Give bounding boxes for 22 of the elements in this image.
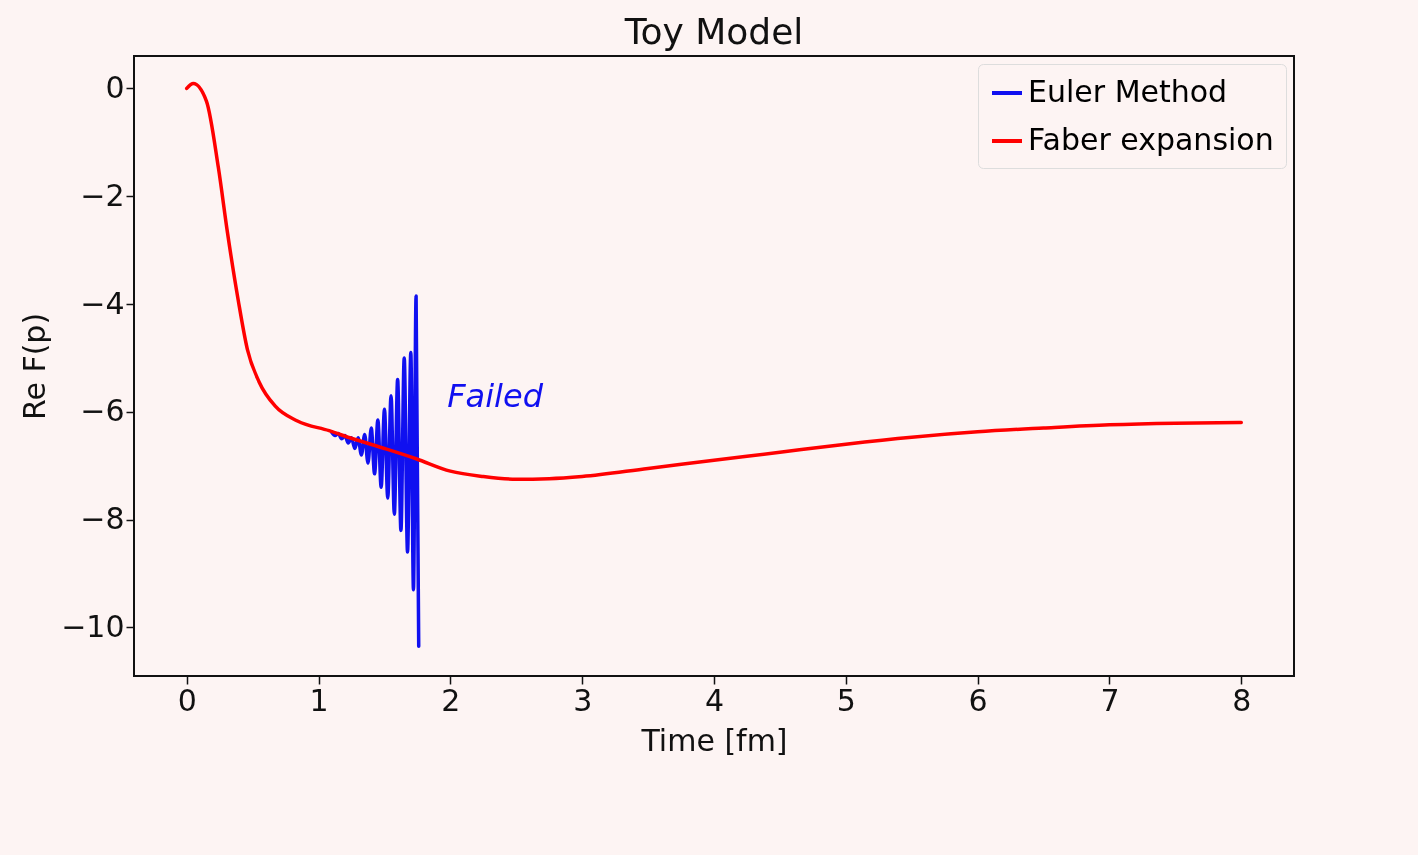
y-tick-label: −4 bbox=[80, 285, 125, 321]
x-tick-label: 8 bbox=[1232, 682, 1252, 718]
x-tick-label: 3 bbox=[573, 682, 593, 718]
y-tick-label: −8 bbox=[80, 501, 125, 537]
y-tick-label: −6 bbox=[80, 393, 125, 429]
x-tick-label: 5 bbox=[836, 682, 856, 718]
x-tick-label: 4 bbox=[704, 682, 725, 718]
y-axis-title: Re F(p) bbox=[17, 312, 53, 421]
x-tick-label: 7 bbox=[1100, 682, 1120, 718]
x-tick-label: 6 bbox=[968, 682, 988, 718]
x-axis-title: Time [fm] bbox=[640, 722, 788, 758]
line-series bbox=[329, 294, 421, 649]
y-tick-label: 0 bbox=[105, 69, 125, 105]
x-tick-label: 1 bbox=[309, 682, 329, 718]
y-tick-label: −2 bbox=[80, 177, 125, 213]
annotation: Failed bbox=[447, 377, 544, 415]
y-tick-label: −10 bbox=[61, 608, 125, 644]
legend-label: Faber expansion bbox=[1028, 122, 1274, 157]
legend-label: Euler Method bbox=[1028, 74, 1228, 109]
x-tick-label: 2 bbox=[441, 682, 461, 718]
x-tick-label: 0 bbox=[177, 682, 197, 718]
chart-title: Toy Model bbox=[623, 11, 804, 52]
